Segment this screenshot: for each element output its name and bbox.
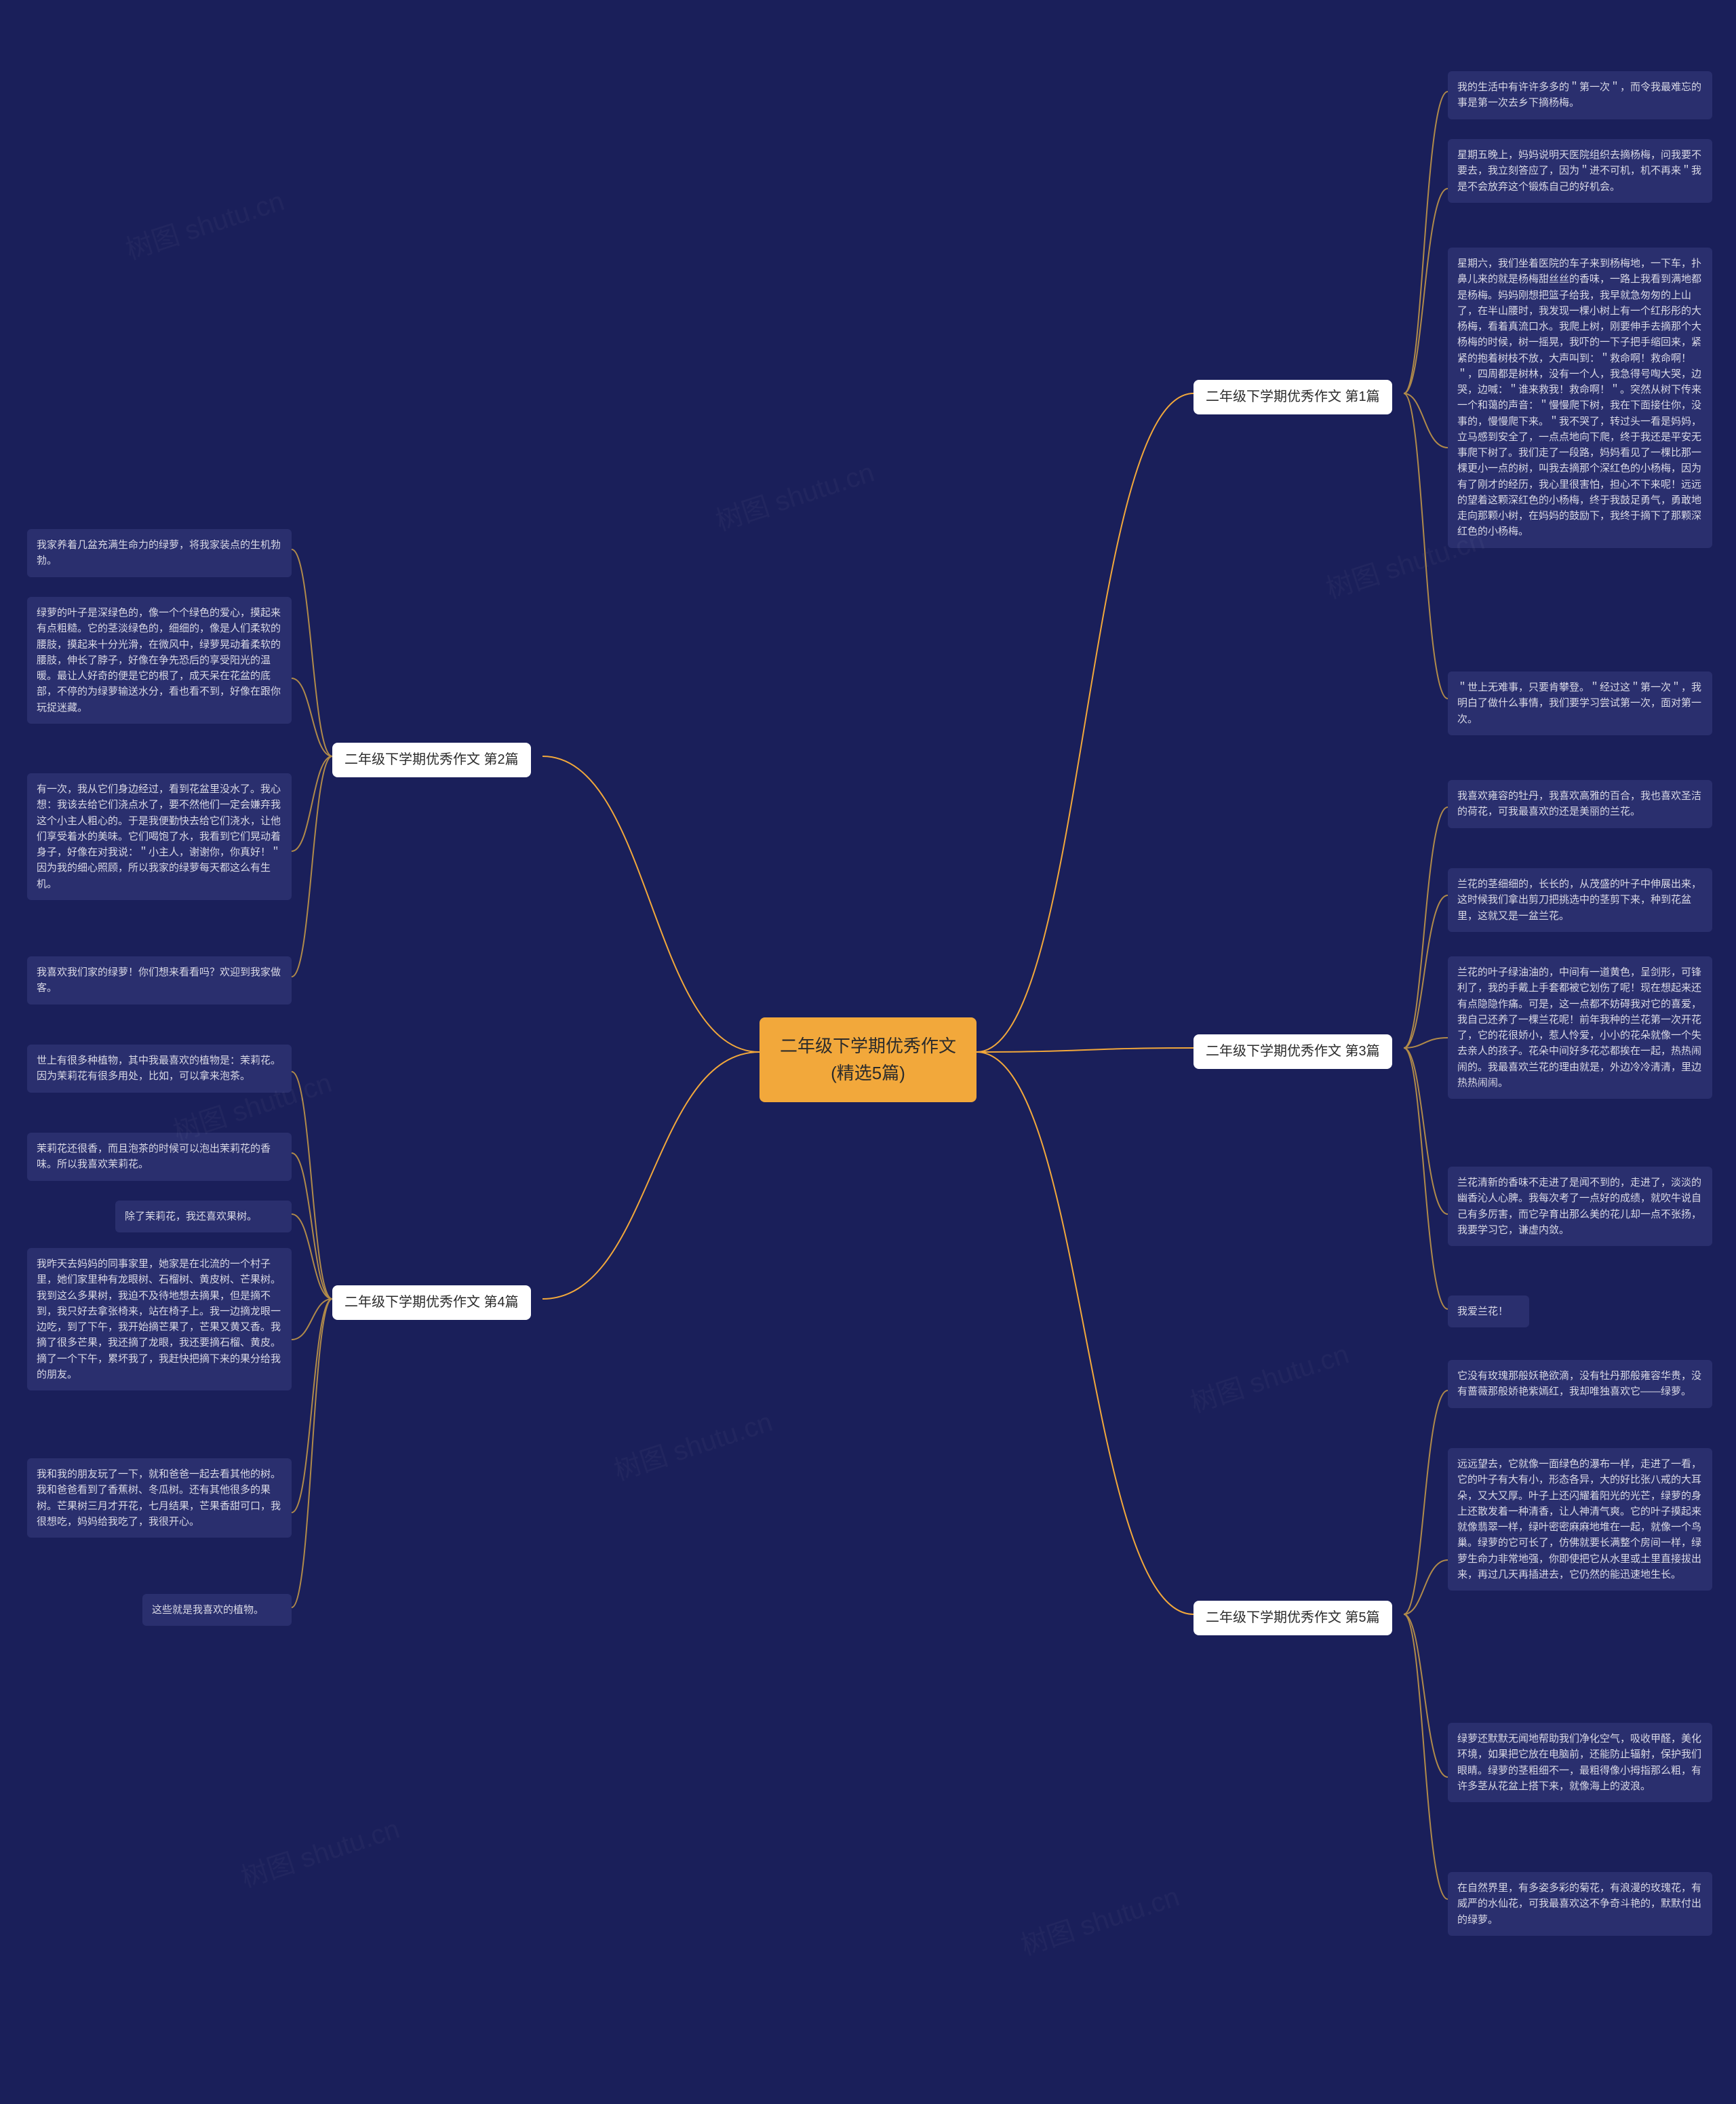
branch-label: 二年级下学期优秀作文 第2篇 <box>344 752 519 767</box>
leaf-2-2[interactable]: 有一次，我从它们身边经过，看到花盆里没水了。我心想：我该去给它们浇点水了，要不然… <box>27 773 292 900</box>
leaf-3-3[interactable]: 兰花清新的香味不走进了是闻不到的，走进了，淡淡的幽香沁人心脾。我每次考了一点好的… <box>1448 1167 1712 1246</box>
watermark: 树图 shutu.cn <box>608 1400 776 1488</box>
leaf-5-0[interactable]: 它没有玫瑰那般妖艳欲滴，没有牡丹那般雍容华贵，没有蔷薇那般娇艳紫嫣红，我却唯独喜… <box>1448 1360 1712 1408</box>
watermark: 树图 shutu.cn <box>710 450 878 539</box>
leaf-1-2[interactable]: 星期六，我们坐着医院的车子来到杨梅地，一下车，扑鼻儿来的就是杨梅甜丝丝的香味，一… <box>1448 248 1712 548</box>
leaf-4-0[interactable]: 世上有很多种植物，其中我最喜欢的植物是：茉莉花。因为茉莉花有很多用处，比如，可以… <box>27 1045 292 1093</box>
leaf-3-0[interactable]: 我喜欢雍容的牡丹，我喜欢高雅的百合，我也喜欢圣洁的荷花，可我最喜欢的还是美丽的兰… <box>1448 780 1712 828</box>
root-node[interactable]: 二年级下学期优秀作文(精选5篇) <box>760 1017 976 1102</box>
leaf-4-1[interactable]: 茉莉花还很香，而且泡茶的时候可以泡出茉莉花的香味。所以我喜欢茉莉花。 <box>27 1133 292 1181</box>
watermark: 树图 shutu.cn <box>1185 1332 1353 1420</box>
branch-essay-1[interactable]: 二年级下学期优秀作文 第1篇 <box>1194 380 1392 414</box>
leaf-2-0[interactable]: 我家养着几盆充满生命力的绿萝，将我家装点的生机勃勃。 <box>27 529 292 577</box>
branch-label: 二年级下学期优秀作文 第5篇 <box>1206 1610 1380 1625</box>
leaf-1-3[interactable]: ＂世上无难事，只要肯攀登。＂经过这＂第一次＂，我明白了做什么事情，我们要学习尝试… <box>1448 671 1712 735</box>
leaf-3-2[interactable]: 兰花的叶子绿油油的，中间有一道黄色，呈剑形，可锋利了，我的手戴上手套都被它划伤了… <box>1448 956 1712 1099</box>
branch-essay-5[interactable]: 二年级下学期优秀作文 第5篇 <box>1194 1601 1392 1635</box>
watermark: 树图 shutu.cn <box>235 1807 403 1895</box>
branch-label: 二年级下学期优秀作文 第4篇 <box>344 1295 519 1310</box>
leaf-3-4[interactable]: 我爱兰花！ <box>1448 1295 1529 1327</box>
leaf-5-2[interactable]: 绿萝还默默无闻地帮助我们净化空气，吸收甲醛，美化环境，如果把它放在电脑前，还能防… <box>1448 1723 1712 1802</box>
watermark: 树图 shutu.cn <box>1015 1875 1183 1963</box>
leaf-4-3[interactable]: 我昨天去妈妈的同事家里，她家是在北流的一个村子里，她们家里种有龙眼树、石榴树、黄… <box>27 1248 292 1390</box>
leaf-4-4[interactable]: 我和我的朋友玩了一下，就和爸爸一起去看其他的树。我和爸爸看到了香蕉树、冬瓜树。还… <box>27 1458 292 1538</box>
mindmap-canvas: 二年级下学期优秀作文(精选5篇) 二年级下学期优秀作文 第1篇 我的生活中有许许… <box>0 0 1736 2104</box>
leaf-5-1[interactable]: 远远望去，它就像一面绿色的瀑布一样，走进了一看，它的叶子有大有小，形态各异，大的… <box>1448 1448 1712 1591</box>
root-label: 二年级下学期优秀作文(精选5篇) <box>776 1032 960 1087</box>
leaf-1-0[interactable]: 我的生活中有许许多多的＂第一次＂，而令我最难忘的事是第一次去乡下摘杨梅。 <box>1448 71 1712 119</box>
branch-essay-4[interactable]: 二年级下学期优秀作文 第4篇 <box>332 1285 531 1320</box>
branch-essay-3[interactable]: 二年级下学期优秀作文 第3篇 <box>1194 1034 1392 1069</box>
leaf-1-1[interactable]: 星期五晚上，妈妈说明天医院组织去摘杨梅，问我要不要去，我立刻答应了，因为＂进不可… <box>1448 139 1712 203</box>
leaf-3-1[interactable]: 兰花的茎细细的，长长的，从茂盛的叶子中伸展出来，这时候我们拿出剪刀把挑选中的茎剪… <box>1448 868 1712 932</box>
branch-essay-2[interactable]: 二年级下学期优秀作文 第2篇 <box>332 743 531 777</box>
leaf-2-3[interactable]: 我喜欢我们家的绿萝！你们想来看看吗？欢迎到我家做客。 <box>27 956 292 1005</box>
leaf-4-5[interactable]: 这些就是我喜欢的植物。 <box>142 1594 292 1626</box>
leaf-5-3[interactable]: 在自然界里，有多姿多彩的菊花，有浪漫的玫瑰花，有威严的水仙花，可我最喜欢这不争奇… <box>1448 1872 1712 1936</box>
leaf-2-1[interactable]: 绿萝的叶子是深绿色的，像一个个绿色的爱心，摸起来有点粗糙。它的茎淡绿色的，细细的… <box>27 597 292 724</box>
branch-label: 二年级下学期优秀作文 第1篇 <box>1206 389 1380 404</box>
branch-label: 二年级下学期优秀作文 第3篇 <box>1206 1044 1380 1059</box>
watermark: 树图 shutu.cn <box>120 179 288 267</box>
leaf-4-2[interactable]: 除了茉莉花，我还喜欢果树。 <box>115 1201 292 1232</box>
